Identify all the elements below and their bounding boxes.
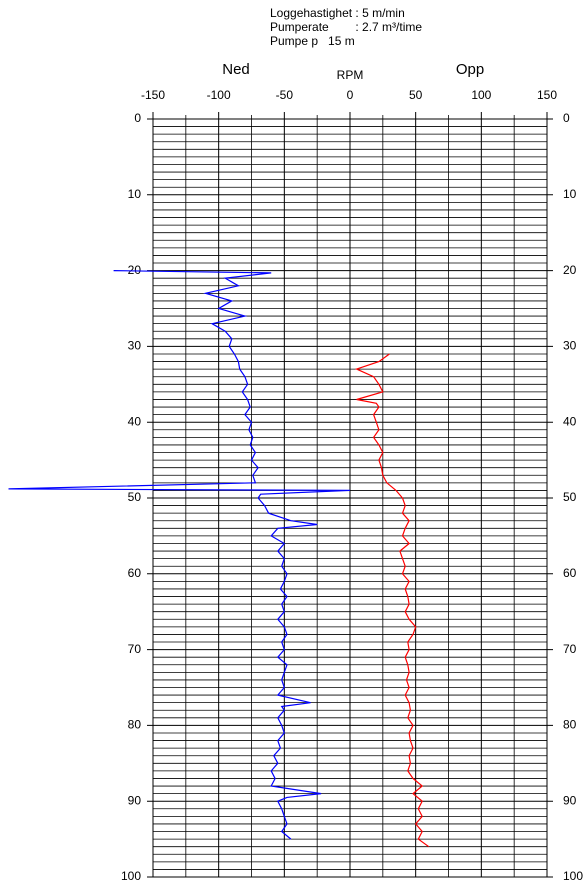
y-tick-label: 10 [563, 187, 577, 201]
data-line [354, 353, 430, 848]
y-tick-label: 100 [121, 869, 141, 883]
y-tick-label: 90 [563, 793, 577, 807]
header-line: Loggehastighet : 5 m/min [270, 6, 405, 20]
y-tick-label: 100 [563, 869, 583, 883]
y-tick-label: 10 [128, 187, 142, 201]
x-tick-label: 100 [471, 88, 491, 102]
x-tick-label: 50 [409, 88, 423, 102]
y-tick-label: 80 [128, 718, 142, 732]
y-tick-label: 20 [563, 263, 577, 277]
y-tick-label: 0 [563, 111, 570, 125]
legend-label: Ned [222, 61, 250, 78]
y-tick-label: 0 [134, 111, 141, 125]
y-tick-label: 70 [128, 642, 142, 656]
header-line: Pumpe p 15 m [270, 34, 355, 48]
legend-label: Opp [456, 61, 484, 78]
data-line [8, 270, 351, 840]
x-tick-label: -150 [141, 88, 165, 102]
y-tick-label: 70 [563, 642, 577, 656]
y-tick-label: 40 [563, 414, 577, 428]
y-tick-label: 30 [563, 339, 577, 353]
x-tick-label: -50 [276, 88, 294, 102]
x-tick-label: 0 [347, 88, 354, 102]
y-tick-label: 20 [128, 263, 142, 277]
y-tick-label: 60 [563, 566, 577, 580]
y-tick-label: 50 [128, 490, 142, 504]
x-tick-label: 150 [537, 88, 557, 102]
y-tick-label: 40 [128, 414, 142, 428]
y-tick-label: 50 [563, 490, 577, 504]
y-tick-label: 30 [128, 339, 142, 353]
x-axis-label: RPM [337, 68, 364, 82]
y-tick-label: 60 [128, 566, 142, 580]
header-line: Pumperate : 2.7 m³/time [270, 20, 422, 34]
x-tick-label: -100 [207, 88, 231, 102]
y-tick-label: 80 [563, 718, 577, 732]
y-tick-label: 90 [128, 793, 142, 807]
